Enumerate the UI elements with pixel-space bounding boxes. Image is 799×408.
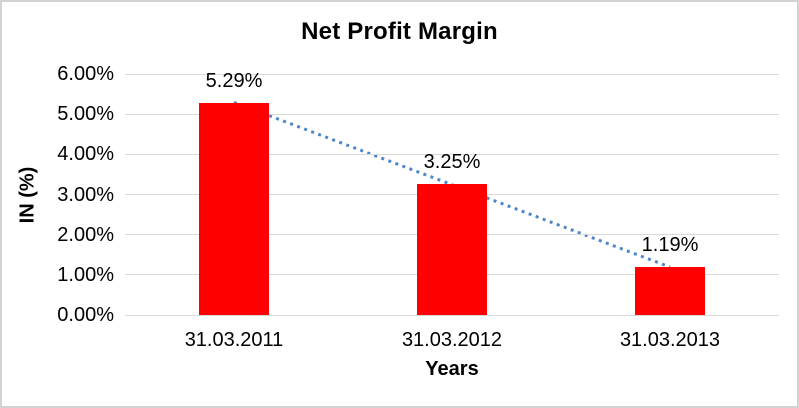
y-tick-label: 4.00% [57,143,114,166]
gridline [125,314,779,316]
x-tick-label: 31.03.2013 [619,329,721,351]
y-tick-label: 1.00% [57,263,114,286]
plot-area: 5.29% 3.25% 1.19% [125,69,779,316]
bar [417,184,487,315]
y-tick-label: 2.00% [57,223,114,246]
x-tick-label: 31.03.2011 [184,329,284,351]
y-tick-label: 0.00% [57,304,114,326]
bar [635,267,705,315]
gridline [125,153,779,155]
bar-value-label: 3.25% [423,151,481,174]
gridline [125,113,779,115]
x-tick-label: 31.03.2012 [401,329,503,351]
y-tick-label: 6.00% [57,63,114,85]
chart-title: Net Profit Margin [301,18,498,45]
x-axis-ticks: 31.03.2011 31.03.2012 31.03.2013 [125,329,779,353]
bar [199,102,269,315]
x-axis-title: Years [425,358,479,380]
y-axis-ticks: 0.00% 1.00% 2.00% 3.00% 4.00% 5.00% 6.00% [2,64,114,325]
bar-value-label: 1.19% [641,234,699,257]
bar-value-label: 5.29% [205,69,263,92]
gridline [125,73,779,75]
y-tick-label: 3.00% [57,183,114,206]
y-tick-label: 5.00% [57,103,114,126]
